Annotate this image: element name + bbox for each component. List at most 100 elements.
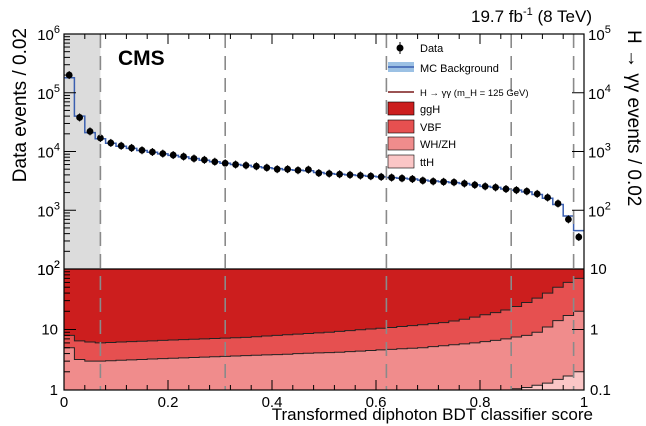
data-point <box>253 162 260 170</box>
data-point <box>159 150 167 158</box>
y-upper-left-tick-label-base: 10 <box>37 86 54 103</box>
y-upper-right-tick-label-exponent: 3 <box>605 142 611 154</box>
data-point <box>471 181 479 189</box>
data-point <box>97 134 104 142</box>
y-upper-left-tick-label-exponent: 6 <box>54 24 60 36</box>
data-point <box>461 180 468 187</box>
axes-frame <box>63 33 585 391</box>
y-upper-right-tick-label-exponent: 4 <box>605 83 611 95</box>
y-lower-left-tick-label: 102 <box>37 259 60 279</box>
legend-tth-label: ttH <box>420 157 434 169</box>
legend-vbf-label: VBF <box>420 122 442 134</box>
y-upper-right-tick-label-exponent: 2 <box>605 200 611 212</box>
data-point <box>533 190 541 198</box>
whzh-boundary-line <box>64 310 584 362</box>
data-point <box>190 155 198 162</box>
y-upper-left-tick-label-exponent: 4 <box>54 142 60 154</box>
y-upper-left-tick-label: 105 <box>37 83 60 103</box>
legend-ggh-swatch <box>387 101 415 116</box>
data-point <box>388 174 395 181</box>
y-upper-right-tick-label: 105 <box>588 24 611 44</box>
legend: Data MC Background H → γγ (m_H = 125 GeV) g… <box>387 42 529 169</box>
signal-stack <box>64 269 584 391</box>
x-tick-label: 1 <box>580 394 588 411</box>
data-point <box>315 169 323 177</box>
data-point <box>138 146 146 154</box>
data-point <box>450 178 458 186</box>
y-upper-right-tick-label: 104 <box>588 83 611 103</box>
y-lower-right-tick-label: 0.1 <box>590 382 611 399</box>
data-point <box>440 178 447 186</box>
legend-signal-label: H → γγ (m_H = 125 GeV) <box>420 88 529 99</box>
ggh-area <box>64 269 584 343</box>
data-point <box>357 172 364 179</box>
tth-area <box>64 371 584 390</box>
lumi-sup: -1 <box>523 6 533 18</box>
data-point <box>180 153 188 160</box>
whzh-area <box>64 311 584 390</box>
x-tick-label: 0.2 <box>158 394 179 411</box>
y-upper-right-tick-label: 102 <box>588 200 611 220</box>
data-point <box>232 161 240 168</box>
data-point <box>554 200 562 207</box>
category-boundaries <box>99 34 575 390</box>
x-tick-label: 0 <box>60 394 68 411</box>
data-point <box>305 166 312 174</box>
legend-background-label: MC Background <box>420 63 499 75</box>
experiment-label: CMS <box>118 47 165 70</box>
y-axis-title-right: H → γγ events / 0.02 <box>623 30 644 206</box>
data-point <box>242 161 250 169</box>
legend-data-label: Data <box>420 43 444 55</box>
lumi-label: 19.7 fb-1 (8 TeV) <box>471 6 592 26</box>
y-lower-right-tick-label: 10 <box>590 261 607 278</box>
y-upper-right-tick-label-base: 10 <box>588 145 605 162</box>
legend-vbf-swatch <box>387 119 415 134</box>
data-point <box>367 172 375 180</box>
y-upper-left-tick-label-exponent: 5 <box>54 83 60 95</box>
data-point <box>336 170 343 178</box>
legend-whzh-label: WH/ZH <box>420 139 456 151</box>
y-upper-right-tick-label-base: 10 <box>588 86 605 103</box>
lumi-suffix: (8 TeV) <box>533 7 592 26</box>
y-upper-left-tick-label-base: 10 <box>37 203 54 220</box>
data-point <box>263 164 271 172</box>
data-point <box>377 173 385 181</box>
y-upper-left-tick-label-base: 10 <box>37 145 54 162</box>
lumi-prefix: 19.7 fb <box>471 7 523 26</box>
x-axis-title: Transformed diphoton BDT classifier scor… <box>272 405 593 424</box>
y-upper-right-tick-label-base: 10 <box>588 203 605 220</box>
data-point <box>284 165 291 173</box>
y-upper-left-tick-label: 103 <box>37 200 60 220</box>
data-point <box>398 174 406 182</box>
y-upper-left-tick-label-base: 10 <box>37 262 54 279</box>
axis-ticks: 0 0.2 0.4 0.6 0.8 110210310410510610210310410… <box>37 24 611 411</box>
data-point <box>86 127 94 135</box>
y-upper-left-tick-label-exponent: 2 <box>54 259 60 271</box>
data-point <box>211 158 219 166</box>
data-point <box>294 166 302 174</box>
legend-ggh-label: ggH <box>420 104 440 116</box>
y-upper-left-tick-label-exponent: 3 <box>54 200 60 212</box>
data-point <box>117 142 125 150</box>
data-point <box>513 186 520 194</box>
x-tick-label: 0.6 <box>366 394 387 411</box>
legend-tth-swatch <box>387 154 415 169</box>
data-point <box>325 170 333 178</box>
y-upper-right-tick-label-exponent: 5 <box>605 24 611 36</box>
data-points <box>65 71 583 242</box>
data-point <box>273 165 281 173</box>
y-lower-left-tick-label-exponent: 2 <box>54 259 60 271</box>
data-point <box>346 171 354 179</box>
y-upper-right-tick-label: 103 <box>588 142 611 162</box>
data-point <box>169 151 177 159</box>
data-point <box>575 233 583 241</box>
x-tick-label: 0.8 <box>470 394 491 411</box>
y-lower-right-tick-label: 1 <box>590 322 598 339</box>
x-tick-label: 0.4 <box>262 394 283 411</box>
vbf-boundary-line <box>64 277 584 344</box>
data-point <box>565 215 572 223</box>
y-upper-right-tick-label-base: 10 <box>588 27 605 44</box>
legend-whzh-swatch <box>387 136 415 151</box>
data-point <box>419 177 427 184</box>
